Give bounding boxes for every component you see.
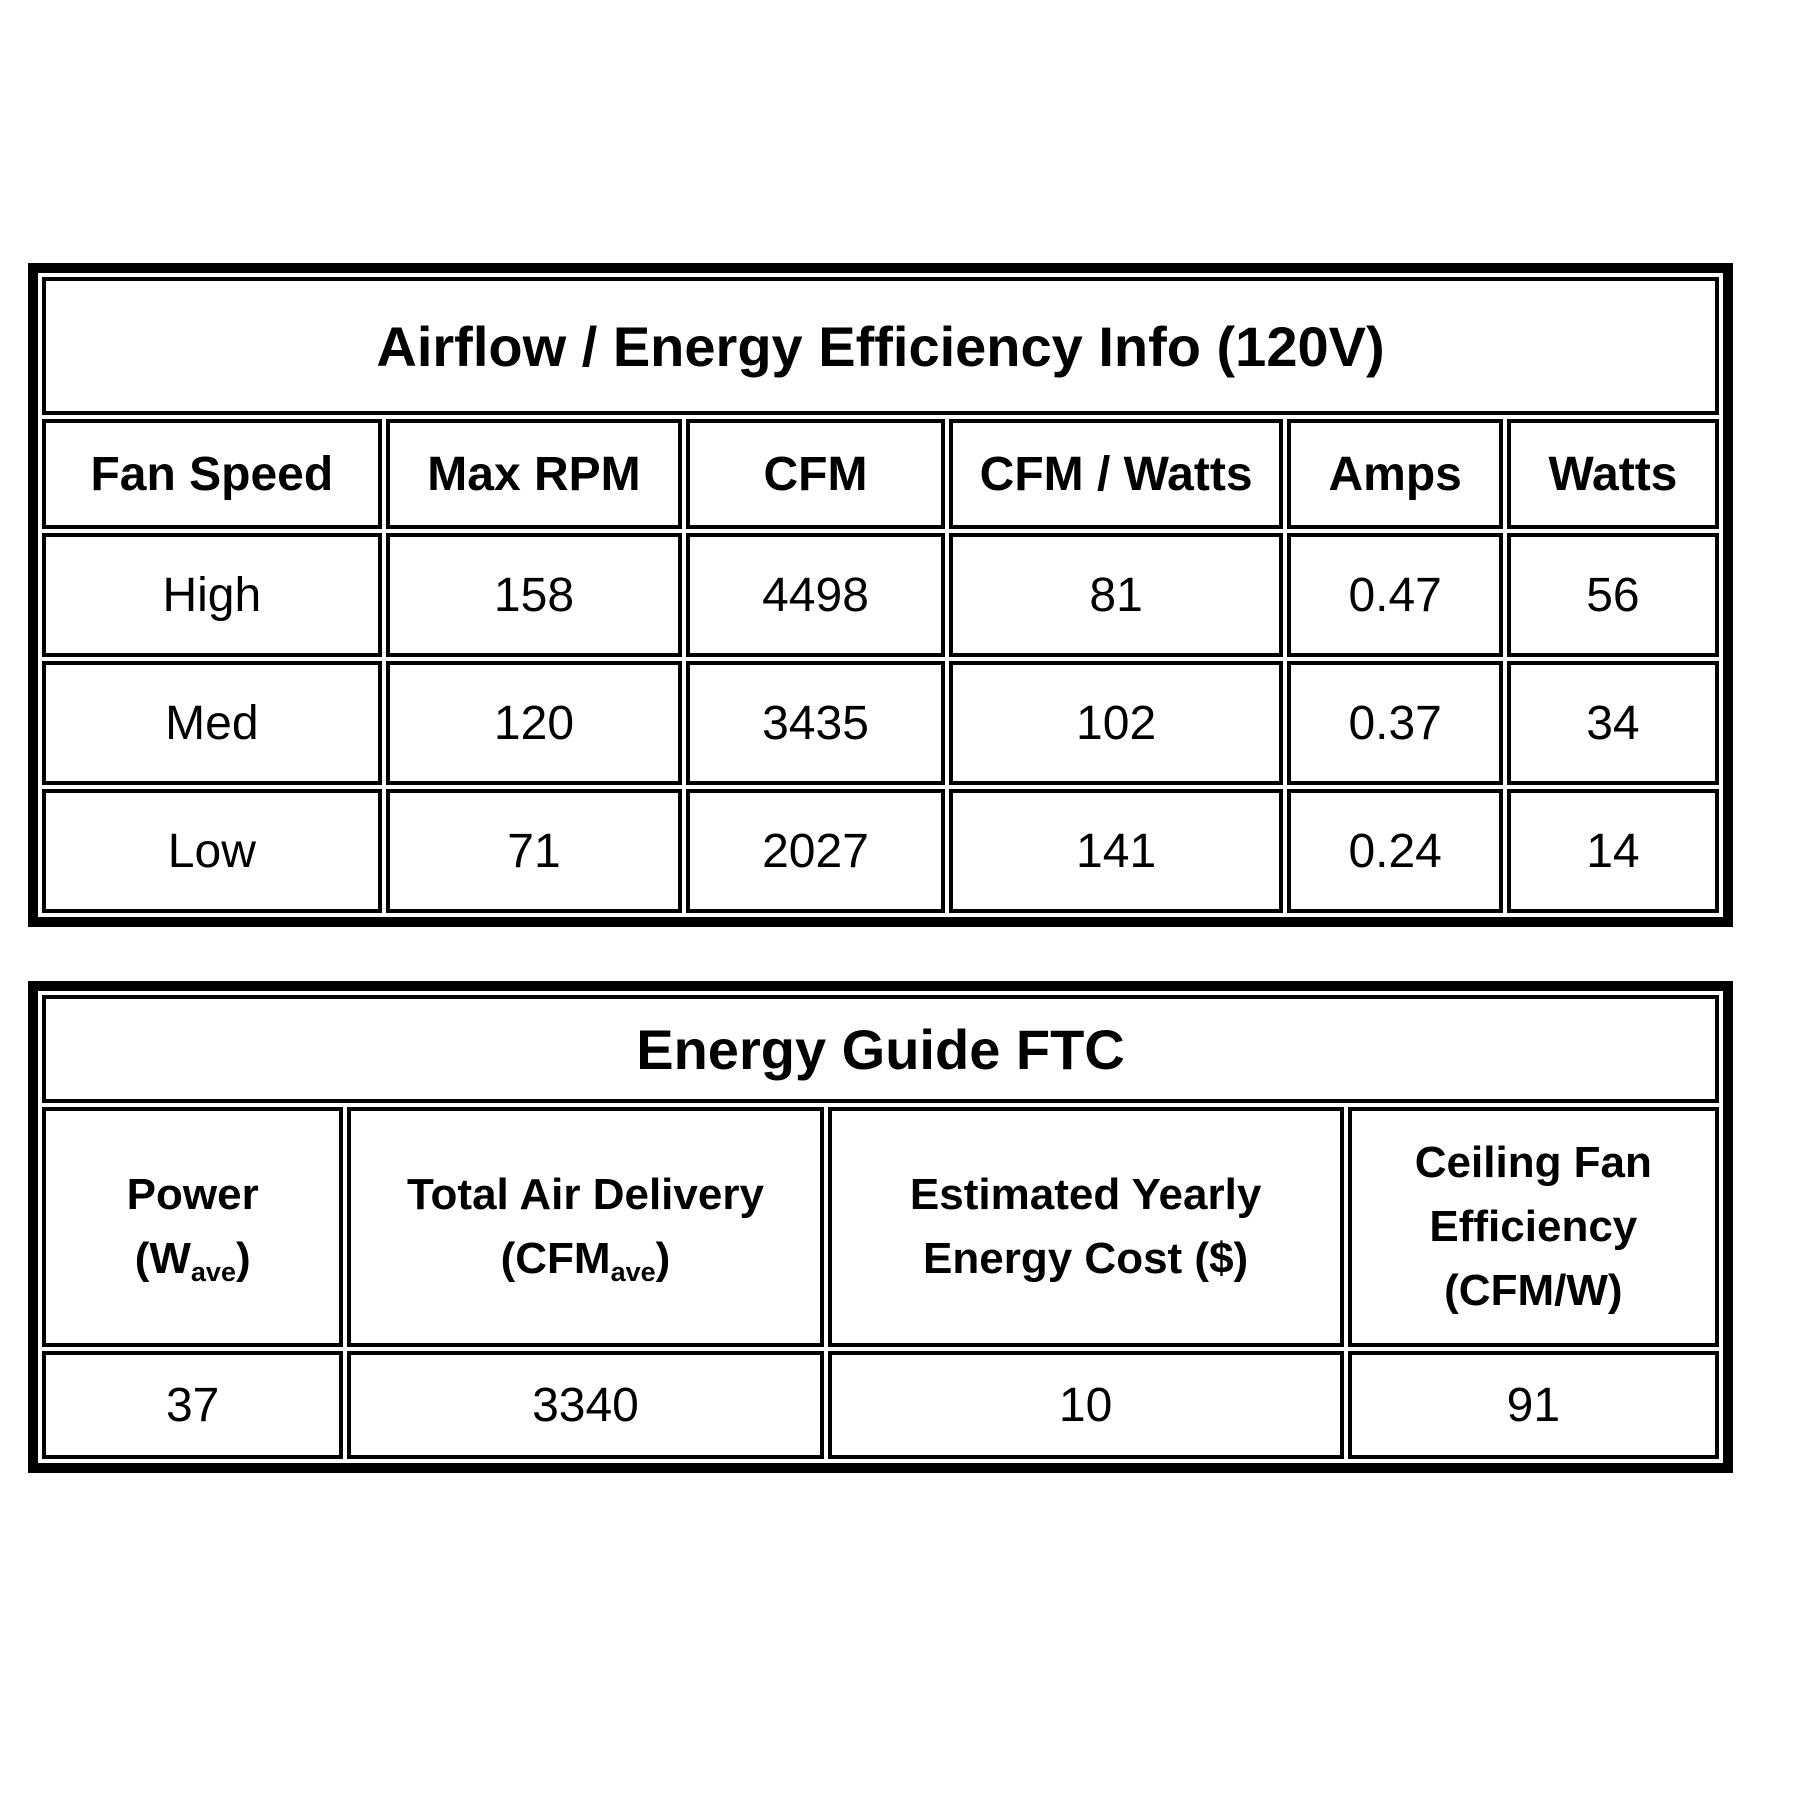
cell-amps: 0.24 — [1287, 789, 1503, 913]
energy-guide-table-title: Energy Guide FTC — [42, 995, 1719, 1103]
column-header-power: Power (Wave) — [42, 1107, 344, 1347]
header-line: Energy Cost ($) — [923, 1234, 1249, 1283]
table-header-row: Fan Speed Max RPM CFM CFM / Watts Amps W… — [42, 419, 1719, 529]
cell-cfm: 3435 — [686, 661, 945, 785]
column-header-cfm-per-watts: CFM / Watts — [948, 419, 1284, 529]
subscript-ave: ave — [610, 1256, 656, 1287]
header-line: Ceiling Fan — [1414, 1138, 1652, 1188]
table-data-row: 37 3340 10 91 — [42, 1351, 1719, 1459]
table-title-row: Energy Guide FTC — [42, 995, 1719, 1103]
cell-watts: 14 — [1506, 789, 1719, 913]
header-line: (CFMave) — [500, 1234, 671, 1287]
column-header-fan-speed: Fan Speed — [42, 419, 382, 529]
table-title-row: Airflow / Energy Efficiency Info (120V) — [42, 277, 1719, 415]
cell-fan-speed: High — [42, 533, 382, 657]
cell-cfm: 2027 — [686, 789, 945, 913]
column-header-amps: Amps — [1287, 419, 1503, 529]
subscript-ave: ave — [190, 1256, 236, 1287]
column-header-ceiling-fan-efficiency: Ceiling Fan Efficiency (CFM/W) — [1347, 1107, 1719, 1347]
cell-amps: 0.47 — [1287, 533, 1503, 657]
cell-total-air-delivery: 3340 — [347, 1351, 824, 1459]
table-row-high: High 158 4498 81 0.47 56 — [42, 533, 1719, 657]
header-line: Efficiency — [1429, 1202, 1638, 1252]
cell-max-rpm: 71 — [385, 789, 683, 913]
header-line: Total Air Delivery — [406, 1170, 764, 1220]
cell-fan-speed: Low — [42, 789, 382, 913]
header-line: Power — [126, 1170, 259, 1220]
column-header-max-rpm: Max RPM — [385, 419, 683, 529]
airflow-table-title: Airflow / Energy Efficiency Info (120V) — [42, 277, 1719, 415]
cell-cfm-per-watts: 81 — [948, 533, 1284, 657]
table-row-med: Med 120 3435 102 0.37 34 — [42, 661, 1719, 785]
cell-cfm-per-watts: 102 — [948, 661, 1284, 785]
cell-ceiling-fan-efficiency: 91 — [1347, 1351, 1719, 1459]
airflow-efficiency-table: Airflow / Energy Efficiency Info (120V) … — [28, 263, 1733, 927]
header-line: (Wave) — [134, 1234, 251, 1287]
energy-guide-ftc-table: Energy Guide FTC Power (Wave) Total Air … — [28, 981, 1733, 1473]
cell-watts: 56 — [1506, 533, 1719, 657]
column-header-cfm: CFM — [686, 419, 945, 529]
column-header-watts: Watts — [1506, 419, 1719, 529]
cell-max-rpm: 120 — [385, 661, 683, 785]
table-header-row: Power (Wave) Total Air Delivery (CFMave)… — [42, 1107, 1719, 1347]
cell-amps: 0.37 — [1287, 661, 1503, 785]
column-header-estimated-yearly-energy-cost: Estimated Yearly Energy Cost ($) — [827, 1107, 1344, 1347]
cell-power: 37 — [42, 1351, 344, 1459]
header-line: (CFM/W) — [1444, 1265, 1623, 1315]
table-row-low: Low 71 2027 141 0.24 14 — [42, 789, 1719, 913]
cell-cfm: 4498 — [686, 533, 945, 657]
cell-watts: 34 — [1506, 661, 1719, 785]
cell-fan-speed: Med — [42, 661, 382, 785]
cell-estimated-yearly-energy-cost: 10 — [827, 1351, 1344, 1459]
cell-cfm-per-watts: 141 — [948, 789, 1284, 913]
column-header-total-air-delivery: Total Air Delivery (CFMave) — [347, 1107, 824, 1347]
header-line: Estimated Yearly — [909, 1170, 1262, 1220]
cell-max-rpm: 158 — [385, 533, 683, 657]
